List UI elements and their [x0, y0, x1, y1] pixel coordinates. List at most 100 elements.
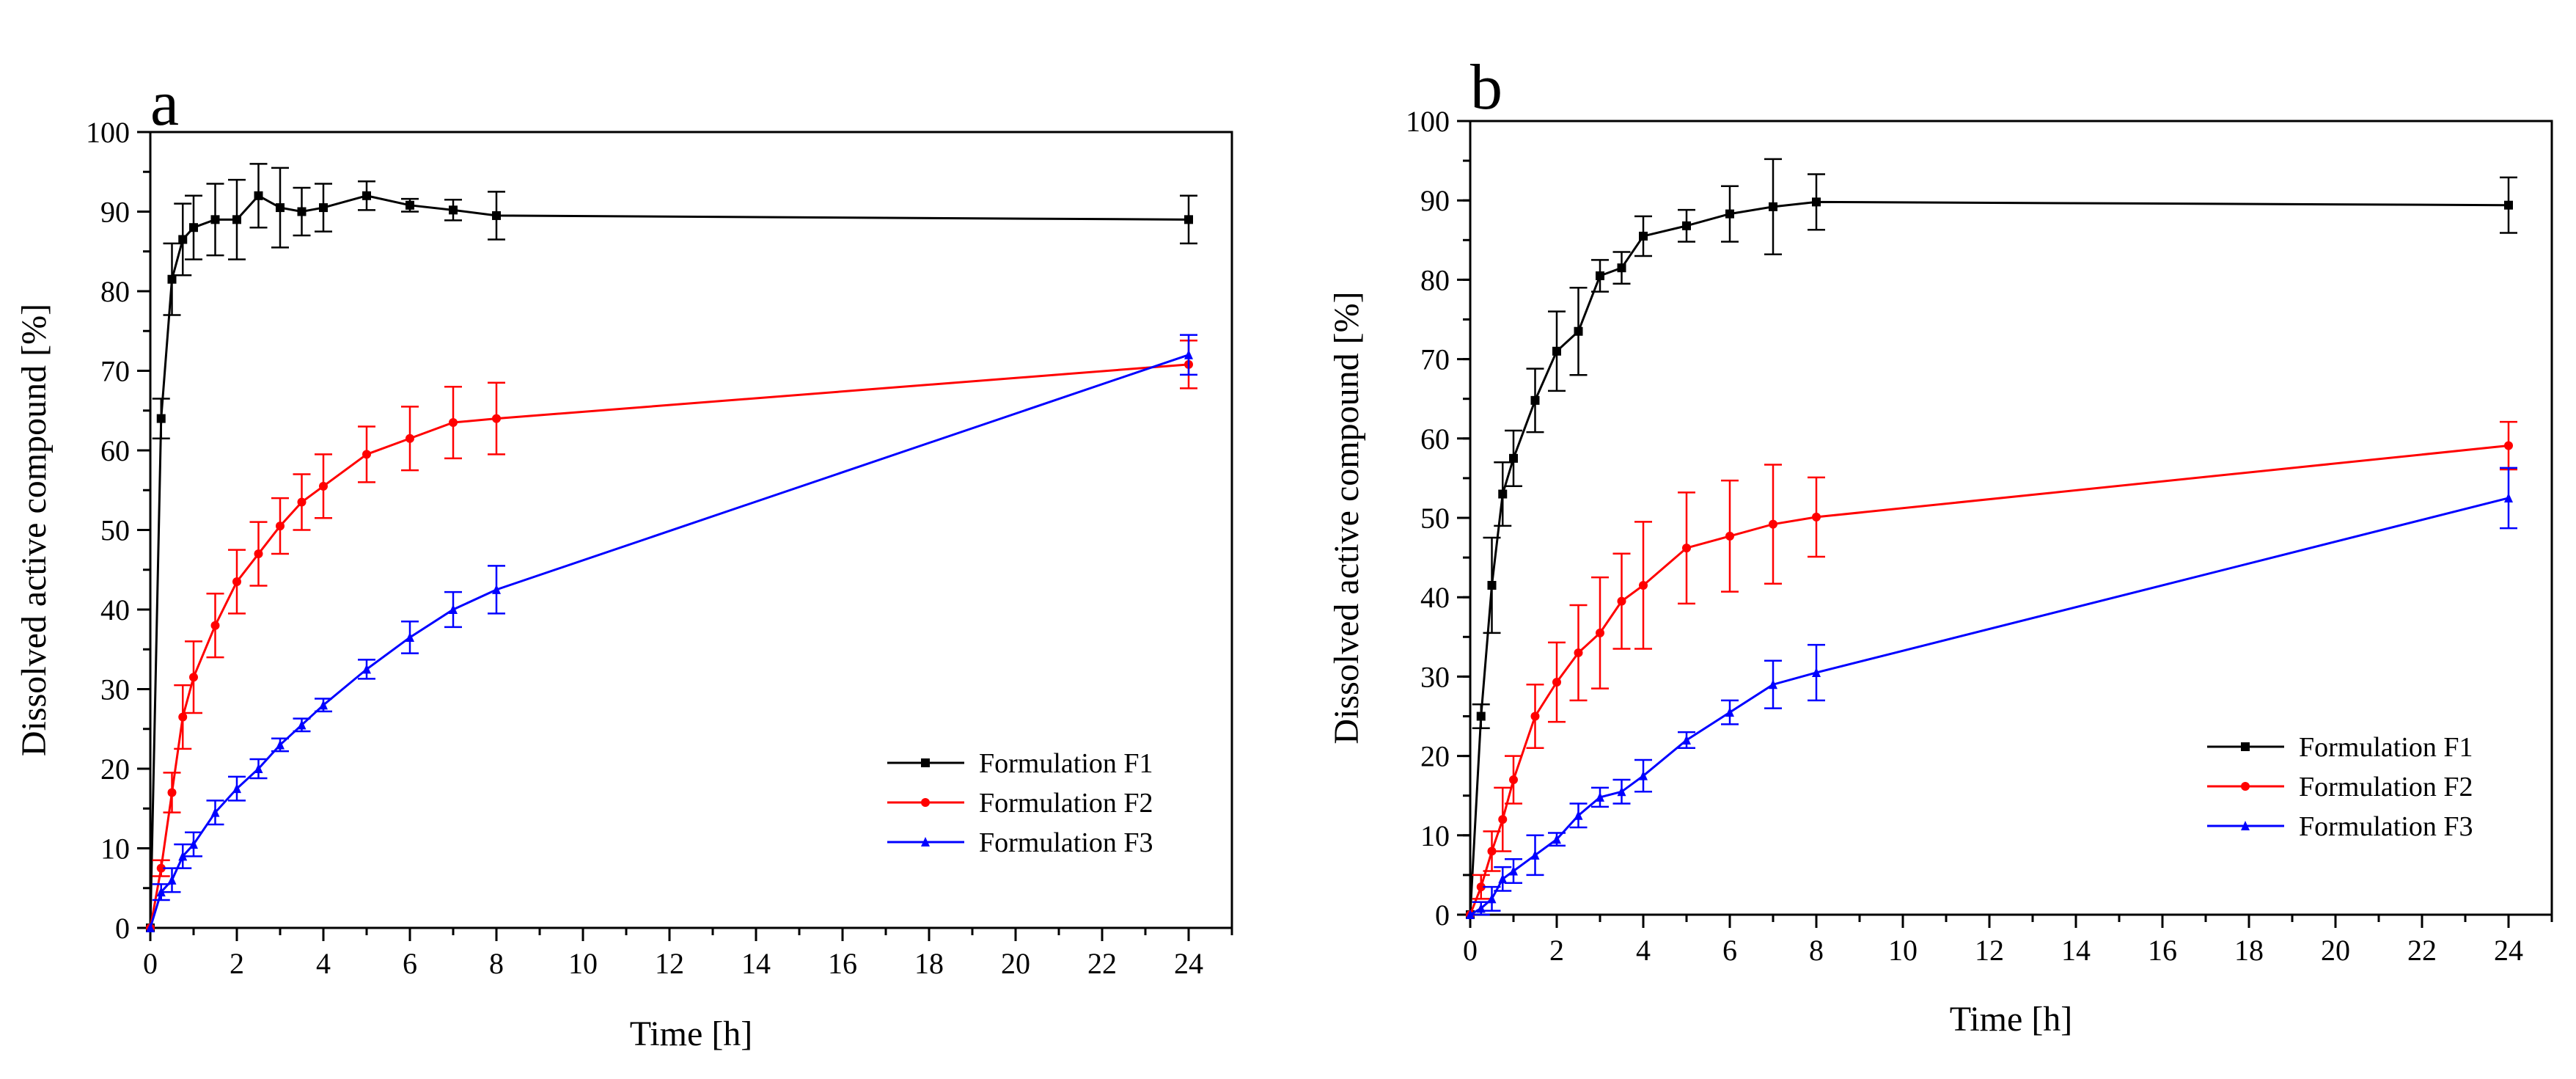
- x-tick-label: 0: [143, 947, 158, 980]
- data-point: [156, 863, 166, 873]
- x-tick-label: 8: [1809, 934, 1824, 967]
- y-tick-label: 30: [1420, 660, 1450, 693]
- panel-b: 0 2 4 6 8 10 12 14 16 18 20 22 240102030405060708090…: [1327, 52, 2553, 1039]
- data-point: [1498, 874, 1508, 884]
- data-point: [1725, 209, 1734, 219]
- panel-letter: b: [1470, 52, 1502, 123]
- data-point: [1725, 707, 1734, 717]
- data-point: [1639, 231, 1648, 241]
- data-point: [1682, 734, 1691, 745]
- data-point: [1725, 531, 1734, 541]
- series-line: [149, 194, 1189, 929]
- x-tick-label: 18: [914, 947, 944, 980]
- data-point: [1596, 791, 1604, 802]
- data-point: [1682, 221, 1691, 230]
- data-point: [276, 203, 285, 213]
- x-tick-label: 4: [1636, 934, 1651, 967]
- y-tick-label: 60: [1420, 423, 1450, 456]
- y-tick-label: 20: [100, 753, 130, 786]
- legend-swatch-marker: [2241, 782, 2250, 791]
- x-tick-label: 16: [2148, 934, 2177, 967]
- x-tick-label: 16: [828, 947, 857, 980]
- panel-a: 0 2 4 6 8 10 12 14 16 18 20 22 240102030405060708090…: [15, 68, 1233, 1053]
- legend-label: Formulation F3: [2299, 811, 2473, 842]
- data-point: [2504, 492, 2513, 502]
- legend-swatch-marker: [921, 837, 930, 846]
- x-tick-label: 6: [1722, 934, 1737, 967]
- data-point: [1574, 648, 1583, 657]
- legend-label: Formulation F1: [979, 748, 1153, 779]
- x-tick-label: 22: [1087, 947, 1117, 980]
- data-point: [319, 203, 328, 213]
- data-point: [210, 621, 220, 630]
- x-tick-label: 18: [2234, 934, 2264, 967]
- x-tick-label: 10: [1888, 934, 1918, 967]
- data-point: [1812, 197, 1821, 207]
- data-point: [167, 788, 177, 797]
- legend-swatch-marker: [921, 758, 930, 767]
- data-point: [210, 215, 220, 224]
- data-point: [189, 673, 198, 682]
- data-point: [1530, 712, 1540, 721]
- legend-swatch-marker: [2241, 742, 2250, 751]
- y-tick-label: 0: [1435, 899, 1450, 932]
- x-tick-label: 14: [741, 947, 771, 980]
- x-tick-label: 12: [655, 947, 684, 980]
- data-point: [1552, 834, 1561, 844]
- series-formulation-f3: [1466, 467, 2517, 919]
- data-point: [254, 549, 263, 559]
- y-tick-label: 60: [100, 434, 130, 467]
- series-line: [1469, 445, 2509, 915]
- data-point: [406, 632, 414, 642]
- x-tick-label: 0: [1463, 934, 1478, 967]
- y-tick-label: 20: [1420, 740, 1450, 773]
- data-point: [254, 191, 263, 200]
- data-point: [1487, 580, 1497, 590]
- y-axis-label: Dissolved active compound [%]: [1327, 291, 1366, 744]
- x-tick-label: 4: [316, 947, 331, 980]
- legend: Formulation F1 Formulation F2 Formulation …: [2207, 732, 2473, 842]
- data-point: [1509, 775, 1518, 785]
- x-tick-label: 24: [1174, 947, 1203, 980]
- x-tick-label: 2: [1549, 934, 1564, 967]
- data-point: [1617, 263, 1626, 273]
- data-point: [1574, 810, 1583, 820]
- data-point: [1596, 628, 1604, 637]
- data-point: [406, 200, 414, 210]
- data-point: [1487, 893, 1497, 904]
- data-point: [156, 414, 166, 423]
- legend-swatch-marker: [2241, 821, 2250, 830]
- data-point: [1184, 349, 1193, 359]
- data-point: [178, 235, 188, 244]
- legend-label: Formulation F2: [979, 788, 1153, 819]
- data-point: [1769, 679, 1777, 690]
- data-point: [254, 764, 263, 773]
- x-axis-label: Time [h]: [630, 1014, 753, 1053]
- y-tick-label: 30: [100, 673, 130, 706]
- data-point: [406, 434, 414, 443]
- data-point: [1617, 786, 1626, 797]
- x-tick-label: 8: [489, 947, 504, 980]
- data-point: [1487, 846, 1497, 856]
- data-point: [276, 522, 285, 531]
- data-point: [1812, 667, 1821, 677]
- data-point: [146, 923, 155, 932]
- data-point: [1530, 395, 1540, 405]
- data-point: [1812, 512, 1821, 522]
- data-point: [2504, 441, 2513, 450]
- data-point: [1466, 910, 1475, 919]
- x-tick-label: 10: [568, 947, 598, 980]
- series-line: [1469, 497, 2509, 916]
- data-point: [1476, 712, 1486, 721]
- y-tick-label: 10: [100, 833, 130, 866]
- data-point: [232, 215, 241, 224]
- legend-label: Formulation F2: [2299, 772, 2473, 802]
- panel-letter: a: [150, 68, 179, 139]
- series-formulation-f3: [146, 334, 1197, 932]
- data-point: [1498, 815, 1508, 824]
- series-line: [149, 363, 1189, 929]
- x-tick-label: 12: [1975, 934, 2004, 967]
- data-point: [1509, 453, 1518, 463]
- y-tick-label: 90: [100, 196, 130, 229]
